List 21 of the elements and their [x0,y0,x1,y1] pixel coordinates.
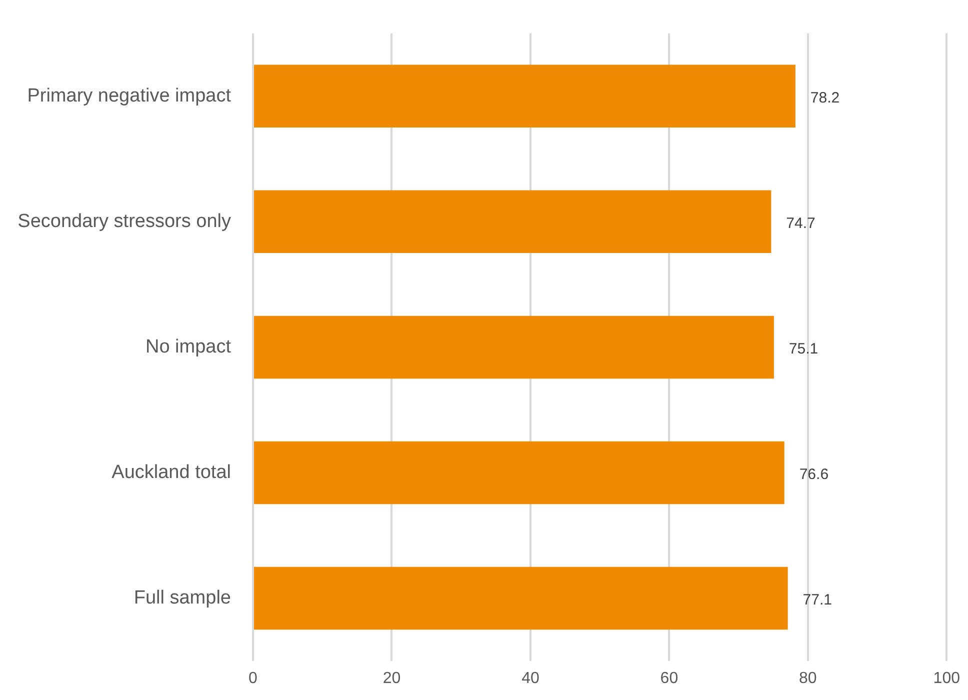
data-label: 77.1 [802,591,832,608]
data-label: 78.2 [810,89,840,106]
x-tick-label: 0 [248,670,258,688]
bar [254,64,796,128]
bar [254,566,788,630]
x-tick-label: 20 [382,670,401,688]
bar [254,441,784,504]
x-tick-label: 80 [799,670,817,688]
y-tick-label: Auckland total [112,462,231,483]
bar [254,316,774,379]
y-tick-label: Secondary stressors only [18,210,232,232]
y-tick-label: No impact [145,336,232,358]
x-tick-label: 40 [522,670,540,688]
y-tick-label: Full sample [134,587,231,608]
data-label: 74.7 [786,214,816,232]
data-label: 76.6 [799,466,829,483]
x-tick-label: 60 [660,670,678,688]
x-tick-label: 100 [933,670,960,688]
y-tick-label: Primary negative impact [27,85,232,106]
bar [254,190,772,254]
data-label: 75.1 [788,340,818,358]
